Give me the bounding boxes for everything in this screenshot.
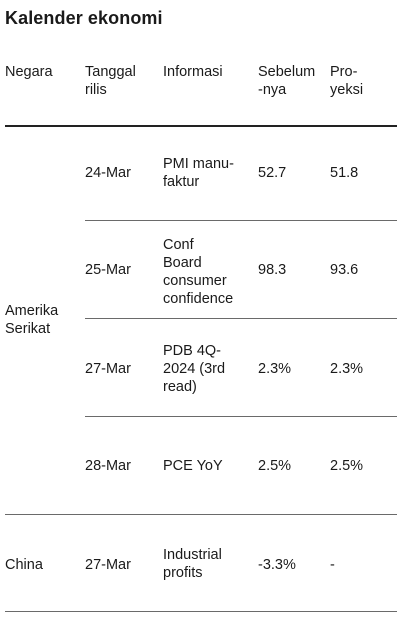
projection-value: 51.8 <box>330 165 359 181</box>
info-text: Conf Board consumer confidence <box>163 237 234 307</box>
info-text: PDB 4Q- 2024 (3rd read) <box>163 343 226 395</box>
header-informasi: Informasi <box>163 64 223 80</box>
row-divider <box>85 416 397 417</box>
release-date: 27-Mar <box>85 361 131 377</box>
row-divider <box>85 318 397 319</box>
header-sebelumnya: Sebelum -nya <box>258 64 316 98</box>
release-date: 28-Mar <box>85 458 131 474</box>
header-tanggal-rilis: Tanggal rilis <box>85 64 136 98</box>
header-proyeksi: Pro- yeksi <box>330 64 364 98</box>
country-label: Amerika Serikat <box>5 303 59 337</box>
previous-value: 98.3 <box>258 262 287 278</box>
release-date: 25-Mar <box>85 262 131 278</box>
info-text: PCE YoY <box>163 458 223 474</box>
projection-value: - <box>330 557 335 573</box>
country-label: China <box>5 557 43 573</box>
projection-value: 2.5% <box>330 458 364 474</box>
release-date: 24-Mar <box>85 165 131 181</box>
group-divider <box>5 514 397 515</box>
header-negara: Negara <box>5 64 53 80</box>
info-text: PMI manu- faktur <box>163 156 234 190</box>
page-title: Kalender ekonomi <box>5 8 163 28</box>
release-date: 27-Mar <box>85 557 131 573</box>
projection-value: 93.6 <box>330 262 359 278</box>
info-text: Industrial profits <box>163 547 222 581</box>
previous-value: -3.3% <box>258 557 296 573</box>
row-divider <box>85 220 397 221</box>
previous-value: 2.3% <box>258 361 292 377</box>
projection-value: 2.3% <box>330 361 364 377</box>
previous-value: 2.5% <box>258 458 292 474</box>
header-divider <box>5 125 397 127</box>
table-bottom-divider <box>5 611 397 612</box>
previous-value: 52.7 <box>258 165 287 181</box>
